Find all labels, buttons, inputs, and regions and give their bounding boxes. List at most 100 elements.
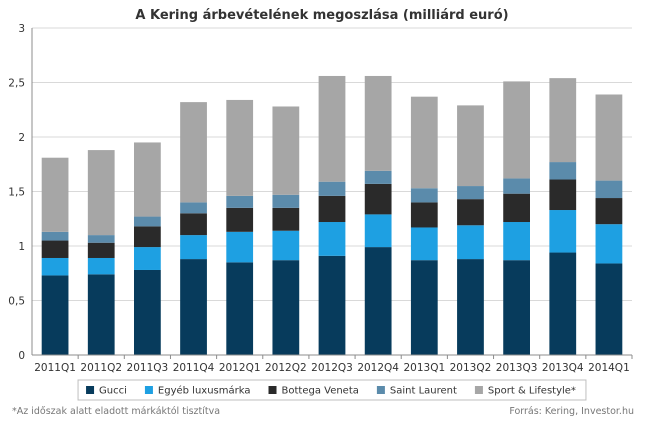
bar-segment-gucci bbox=[549, 252, 577, 355]
bar-segment-gucci bbox=[364, 247, 392, 355]
bar-segment-gucci bbox=[457, 259, 484, 355]
bar-segment-saint-laurent bbox=[180, 202, 207, 214]
bar-segment-egy-b-luxusm-rka bbox=[595, 224, 623, 264]
x-tick-label: 2013Q1 bbox=[403, 362, 445, 374]
bar-segment-gucci bbox=[410, 260, 438, 355]
bar-segment-egy-b-luxusm-rka bbox=[457, 225, 484, 260]
bar-segment-saint-laurent bbox=[272, 194, 300, 208]
bar-segment-gucci bbox=[134, 269, 161, 355]
x-tick-label: 2013Q4 bbox=[542, 362, 584, 374]
bar-segment-bottega-veneta bbox=[180, 213, 207, 236]
chart-title: A Kering árbevételének megoszlása (milli… bbox=[135, 8, 508, 23]
axes bbox=[31, 28, 633, 359]
bar-segment-saint-laurent bbox=[318, 181, 346, 196]
bar-segment-bottega-veneta bbox=[134, 226, 161, 248]
bar-segment-sport-lifestyle bbox=[226, 99, 254, 196]
bar-segment-saint-laurent bbox=[134, 216, 161, 227]
source-note: Forrás: Kering, Investor.hu bbox=[509, 406, 634, 417]
bar-segment-bottega-veneta bbox=[318, 195, 346, 223]
x-tick-label: 2014Q1 bbox=[588, 362, 630, 374]
legend-label-sport-lifestyle: Sport & Lifestyle* bbox=[488, 386, 576, 397]
bar-segment-egy-b-luxusm-rka bbox=[364, 214, 392, 248]
x-tick-label: 2012Q3 bbox=[311, 362, 353, 374]
legend: Gucci Egyéb luxusmárka Bottega Veneta Saint… bbox=[77, 379, 587, 401]
bars bbox=[41, 75, 623, 355]
bar-segment-gucci bbox=[272, 260, 300, 355]
bar-segment-sport-lifestyle bbox=[595, 94, 623, 181]
bar-segment-gucci bbox=[87, 274, 115, 355]
x-tick-label: 2011Q2 bbox=[80, 362, 122, 374]
bar-segment-gucci bbox=[318, 255, 346, 355]
bar-segment-bottega-veneta bbox=[272, 207, 300, 231]
bar-segment-sport-lifestyle bbox=[503, 81, 530, 179]
legend-label-gucci: Gucci bbox=[99, 386, 127, 397]
bar-segment-egy-b-luxusm-rka bbox=[87, 257, 115, 275]
bar-segment-egy-b-luxusm-rka bbox=[180, 235, 207, 260]
x-tick-label: 2011Q4 bbox=[173, 362, 215, 374]
bar-segment-gucci bbox=[595, 263, 623, 355]
bar-segment-sport-lifestyle bbox=[180, 102, 207, 203]
bar-segment-sport-lifestyle bbox=[41, 157, 69, 232]
legend-swatch-sport-lifestyle bbox=[474, 386, 483, 394]
legend-label-egy-b-luxusm-rka: Egyéb luxusmárka bbox=[158, 385, 251, 397]
bar-segment-sport-lifestyle bbox=[134, 142, 161, 217]
bar-segment-sport-lifestyle bbox=[410, 96, 438, 189]
bar-segment-saint-laurent bbox=[41, 231, 69, 241]
x-tick-label: 2013Q3 bbox=[496, 362, 538, 374]
bar-segment-bottega-veneta bbox=[595, 198, 623, 225]
bar-segment-sport-lifestyle bbox=[549, 78, 577, 163]
bar-segment-saint-laurent bbox=[410, 188, 438, 203]
bar-segment-bottega-veneta bbox=[226, 207, 254, 232]
bar-segment-saint-laurent bbox=[503, 178, 530, 194]
y-tick-label: 3 bbox=[18, 23, 25, 35]
bar-segment-sport-lifestyle bbox=[272, 106, 300, 195]
bar-segment-saint-laurent bbox=[364, 170, 392, 184]
bar-segment-sport-lifestyle bbox=[364, 75, 392, 171]
legend-swatch-egy-b-luxusm-rka bbox=[144, 386, 153, 394]
x-tick-labels: 2011Q1 2011Q2 2011Q3 2011Q4 2012Q1 2012Q2 2012… bbox=[34, 362, 630, 374]
bar-segment-sport-lifestyle bbox=[457, 105, 484, 187]
bar-segment-egy-b-luxusm-rka bbox=[410, 227, 438, 261]
bar-segment-gucci bbox=[503, 260, 530, 355]
legend-label-bottega-veneta: Bottega Veneta bbox=[282, 386, 359, 397]
bar-segment-egy-b-luxusm-rka bbox=[503, 222, 530, 261]
bar-segment-sport-lifestyle bbox=[318, 75, 346, 182]
bar-segment-bottega-veneta bbox=[410, 202, 438, 228]
x-tick-label: 2012Q1 bbox=[219, 362, 261, 374]
bar-segment-bottega-veneta bbox=[364, 183, 392, 215]
bar-segment-gucci bbox=[226, 262, 254, 355]
legend-swatch-bottega-veneta bbox=[268, 386, 277, 394]
bar-segment-egy-b-luxusm-rka bbox=[134, 247, 161, 270]
x-tick-label: 2012Q2 bbox=[265, 362, 307, 374]
bar-segment-egy-b-luxusm-rka bbox=[272, 230, 300, 261]
legend-swatch-saint-laurent bbox=[376, 386, 385, 394]
bar-segment-saint-laurent bbox=[226, 195, 254, 208]
x-tick-label: 2011Q1 bbox=[34, 362, 76, 374]
bar-segment-gucci bbox=[180, 259, 207, 355]
x-tick-label: 2013Q2 bbox=[450, 362, 492, 374]
x-tick-label: 2012Q4 bbox=[357, 362, 399, 374]
bar-segment-gucci bbox=[41, 275, 69, 355]
bar-segment-bottega-veneta bbox=[549, 179, 577, 211]
y-tick-label: 2,5 bbox=[8, 78, 25, 90]
bar-segment-bottega-veneta bbox=[87, 242, 115, 258]
legend-label-saint-laurent: Saint Laurent bbox=[390, 386, 457, 397]
bar-segment-saint-laurent bbox=[595, 180, 623, 199]
y-tick-labels: 0 0,5 1 1,5 2 2,5 3 bbox=[8, 23, 25, 362]
y-tick-label: 0,5 bbox=[8, 296, 25, 308]
bar-segment-egy-b-luxusm-rka bbox=[549, 210, 577, 253]
y-tick-label: 2 bbox=[18, 132, 25, 144]
bar-segment-sport-lifestyle bbox=[87, 150, 115, 236]
bar-segment-saint-laurent bbox=[549, 162, 577, 180]
legend-box bbox=[77, 379, 587, 401]
bar-segment-bottega-veneta bbox=[41, 240, 69, 258]
bar-segment-bottega-veneta bbox=[457, 199, 484, 226]
y-tick-label: 1 bbox=[18, 241, 25, 253]
bar-segment-egy-b-luxusm-rka bbox=[318, 222, 346, 256]
bar-segment-saint-laurent bbox=[87, 235, 115, 243]
y-tick-label: 1,5 bbox=[8, 187, 25, 199]
legend-swatch-gucci bbox=[86, 386, 95, 394]
x-tick-label: 2011Q3 bbox=[127, 362, 169, 374]
bar-segment-bottega-veneta bbox=[503, 193, 530, 223]
